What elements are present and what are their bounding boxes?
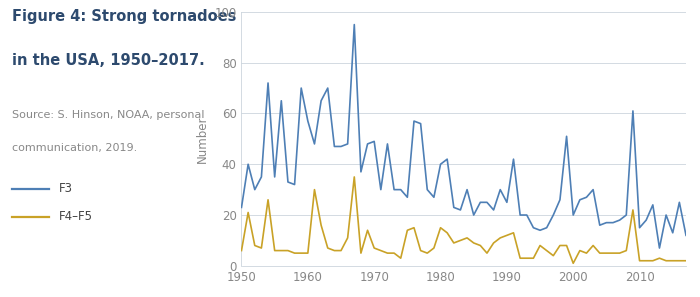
Text: F3: F3 — [59, 182, 73, 195]
Text: Source: S. Hinson, NOAA, personal: Source: S. Hinson, NOAA, personal — [12, 110, 204, 120]
Text: Figure 4: Strong tornadoes: Figure 4: Strong tornadoes — [12, 9, 236, 24]
Y-axis label: Number: Number — [196, 115, 209, 162]
Text: in the USA, 1950–2017.: in the USA, 1950–2017. — [12, 53, 204, 69]
Text: F4–F5: F4–F5 — [59, 210, 92, 223]
Text: communication, 2019.: communication, 2019. — [12, 143, 137, 153]
